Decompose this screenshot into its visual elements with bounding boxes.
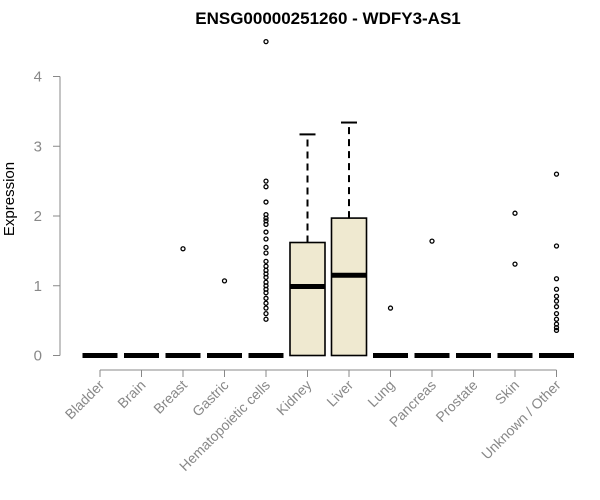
box-group [248, 38, 284, 358]
outlier-point [553, 243, 560, 249]
category-label: Liver [323, 377, 356, 410]
box [330, 217, 368, 357]
box-group [373, 305, 408, 358]
outlier-point [263, 310, 269, 317]
outlier-point [263, 199, 269, 205]
outlier-point [263, 184, 269, 190]
outlier-point [553, 304, 560, 310]
boxes [82, 38, 574, 358]
box-group [414, 238, 450, 358]
outlier-point [553, 327, 560, 334]
outlier-point [263, 258, 269, 264]
category-label: Breast [150, 377, 190, 417]
outlier-point [263, 316, 269, 322]
y-tick-label: 1 [34, 278, 42, 295]
outlier-point [263, 38, 269, 45]
box-group [207, 278, 242, 358]
outlier-point [221, 278, 228, 284]
category-label: Brain [114, 377, 148, 411]
outlier-point [263, 236, 269, 242]
category-label: Kidney [273, 377, 315, 419]
chart-title: ENSG00000251260 - WDFY3-AS1 [195, 9, 461, 28]
box [289, 241, 326, 357]
y-axis-label: Expression [1, 162, 18, 236]
outlier-point [553, 293, 560, 299]
outlier-point [263, 274, 269, 281]
outlier-point [263, 215, 269, 221]
outlier-point [512, 210, 518, 216]
outlier-point [263, 305, 269, 311]
category-label: Lung [364, 377, 397, 410]
box-group [497, 210, 533, 358]
outlier-point [263, 295, 269, 301]
y-tick-label: 0 [34, 348, 42, 365]
outlier-point [553, 171, 560, 177]
y-tick-label: 2 [34, 208, 42, 225]
outlier-point [553, 276, 560, 282]
outlier-point [429, 238, 435, 244]
outlier-point [263, 244, 269, 251]
outlier-point [263, 178, 269, 184]
outlier-point [263, 263, 269, 269]
box-group [289, 133, 326, 357]
outlier-point [553, 310, 560, 317]
category-label: Unknown / Other [478, 377, 564, 463]
y-axis: 0 1 2 3 4 [34, 69, 61, 365]
outlier-point [263, 300, 269, 306]
outlier-point [263, 229, 269, 235]
y-tick-label: 4 [34, 69, 42, 86]
outlier-point [512, 261, 518, 267]
outlier-point [553, 286, 560, 292]
outlier-point [180, 246, 186, 252]
category-label: Skin [492, 377, 523, 408]
outlier-point [553, 298, 560, 304]
outlier-point [387, 305, 394, 311]
outlier-point [553, 316, 560, 322]
y-tick-label: 3 [34, 138, 42, 155]
category-label: Bladder [62, 377, 108, 423]
outlier-point [553, 324, 560, 331]
outlier-point [263, 250, 269, 256]
outlier-point [263, 221, 269, 228]
box-group [165, 246, 201, 358]
category-label: Prostate [432, 377, 480, 425]
box-group [539, 171, 574, 358]
box-group [330, 121, 368, 357]
outlier-point [263, 290, 269, 296]
